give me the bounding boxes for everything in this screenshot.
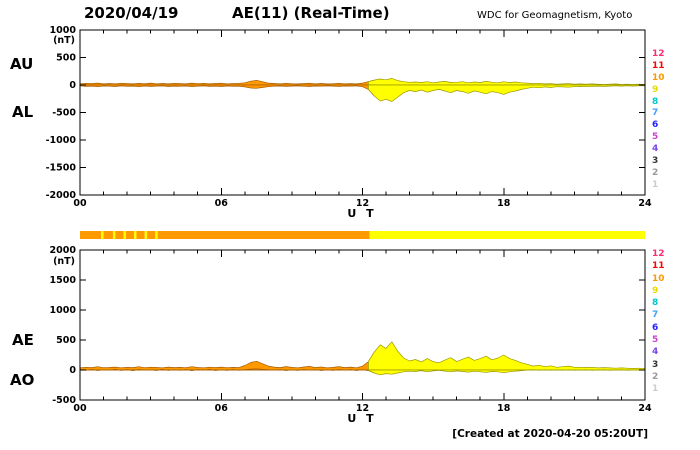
station-number: 12 [652,249,665,259]
x-tick-label: 24 [638,403,652,414]
label-au: AU [10,55,34,73]
y-tick-label: -1000 [46,135,77,146]
ao-area [79,368,375,374]
unit-label-top: (nT) [53,35,75,46]
station-number: 6 [652,120,659,131]
x-tick-label: 24 [638,198,652,209]
station-number-column-top: 12 11 10 9 8 7 6 5 4 3 2 1 [652,50,676,193]
station-number: 4 [652,347,659,358]
station-number: 7 [652,310,659,321]
station-number: 9 [652,84,659,95]
y-tick-label: -500 [52,108,76,119]
y-tick-label: 2000 [50,245,77,256]
unit-label-bottom: (nT) [53,256,75,267]
station-number: 8 [652,298,659,309]
ae-area [368,341,646,371]
colorbar-segment [112,231,116,239]
au-area [79,79,375,86]
y-tick-label: -500 [52,395,76,406]
label-ao: AO [10,371,35,389]
x-tick-label: 06 [215,198,229,209]
colorbar-segment [103,231,113,239]
station-number: 11 [652,60,665,71]
colorbar-segment [125,231,135,239]
y-tick-label: 0 [69,80,76,91]
x-tick-label: 18 [497,403,511,414]
colorbar-segment [115,231,124,239]
y-tick-label: -2000 [46,190,77,201]
station-number: 5 [652,335,659,346]
station-number: 4 [652,144,659,155]
x-tick-label: 18 [497,198,511,209]
xaxis-label-bottom: U T [347,412,377,425]
station-number: 8 [652,96,659,107]
x-tick-label: 12 [356,198,369,209]
plot-date: 2020/04/19 [84,4,179,22]
station-number: 1 [652,384,659,395]
label-ae: AE [12,331,34,349]
page-title: AE(11) (Real-Time) [232,4,390,22]
ao-area [368,369,646,376]
created-timestamp: [Created at 2020-04-20 05:20UT] [452,428,648,440]
y-tick-label: 500 [56,53,76,64]
station-number: 5 [652,132,659,143]
x-tick-label: 00 [73,403,87,414]
station-number: 1 [652,179,659,190]
y-tick-label: 1500 [50,275,77,286]
station-number: 2 [652,371,659,382]
x-tick-label: 06 [215,403,229,414]
colorbar-segment [144,231,148,239]
colorbar-segment [369,231,645,239]
al-area [368,84,646,102]
source-credit: WDC for Geomagnetism, Kyoto [477,10,633,21]
station-number: 2 [652,167,659,178]
colorbar-segment [123,231,126,239]
colorbar-segment [147,231,156,239]
y-tick-label: 500 [56,335,76,346]
x-tick-label: 00 [73,198,87,209]
plot-frame [79,249,646,401]
station-number: 3 [652,156,659,167]
station-number: 3 [652,359,659,370]
station-number: 6 [652,322,659,333]
station-number: 10 [652,273,665,284]
al-area [79,84,375,97]
colorbar-segment [136,231,145,239]
label-al: AL [12,103,34,121]
xaxis-label-top: U T [347,207,377,220]
colorbar-segment [80,231,102,239]
plot-frame [79,29,646,196]
y-tick-label: 0 [69,365,76,376]
colorbar-segment [101,231,104,239]
y-tick-label: 1000 [50,305,77,316]
station-number: 11 [652,261,665,272]
station-number: 9 [652,285,659,296]
station-number: 7 [652,108,659,119]
station-number-column-bottom: 12 11 10 9 8 7 6 5 4 3 2 1 [652,249,676,398]
au-area [368,78,646,86]
y-tick-label: 1000 [50,25,77,36]
station-number: 10 [652,72,665,83]
y-tick-label: -1500 [46,163,77,174]
colorbar-segment [134,231,137,239]
ae-area [79,351,375,371]
colorbar-segment [155,231,158,239]
station-number: 12 [652,49,665,59]
colorbar-segment [157,231,370,239]
x-tick-label: 12 [356,403,369,414]
